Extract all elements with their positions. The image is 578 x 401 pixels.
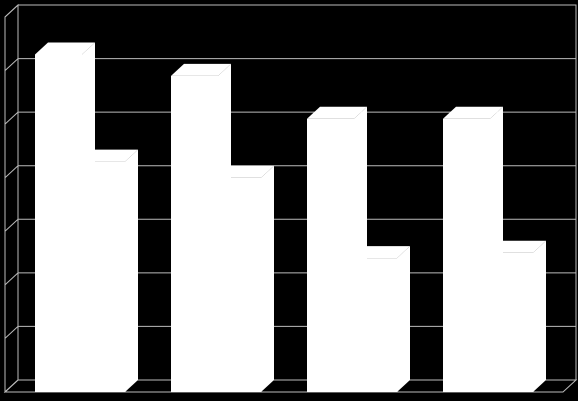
bar [486,240,546,392]
bar-front [214,177,261,392]
bar-top [350,246,410,259]
grid-line [4,218,19,232]
bar-top [307,106,367,119]
bar-front [78,161,125,392]
bar-top [443,106,503,119]
grid-line [4,326,19,339]
bar-front [171,75,218,392]
bar-side [261,165,274,392]
grid-line [4,58,19,71]
bar-front [443,118,490,393]
bar-front [486,252,533,392]
bar-side [125,149,138,392]
bar-top [486,240,546,253]
bar-front [35,54,82,392]
bar-front [307,118,354,393]
bar-side [397,246,410,392]
bar-top [214,165,274,178]
bar-top [35,42,95,55]
bar [214,165,274,392]
grid-line [4,272,19,286]
grid-line [4,111,19,125]
bar-top [78,149,138,162]
grid-line [4,379,19,393]
bar-side [533,240,546,392]
grid-line [4,165,19,179]
bar [350,246,410,392]
bar [78,149,138,392]
grid-line [4,4,19,18]
bar-front [350,258,397,392]
bar-top [171,63,231,76]
